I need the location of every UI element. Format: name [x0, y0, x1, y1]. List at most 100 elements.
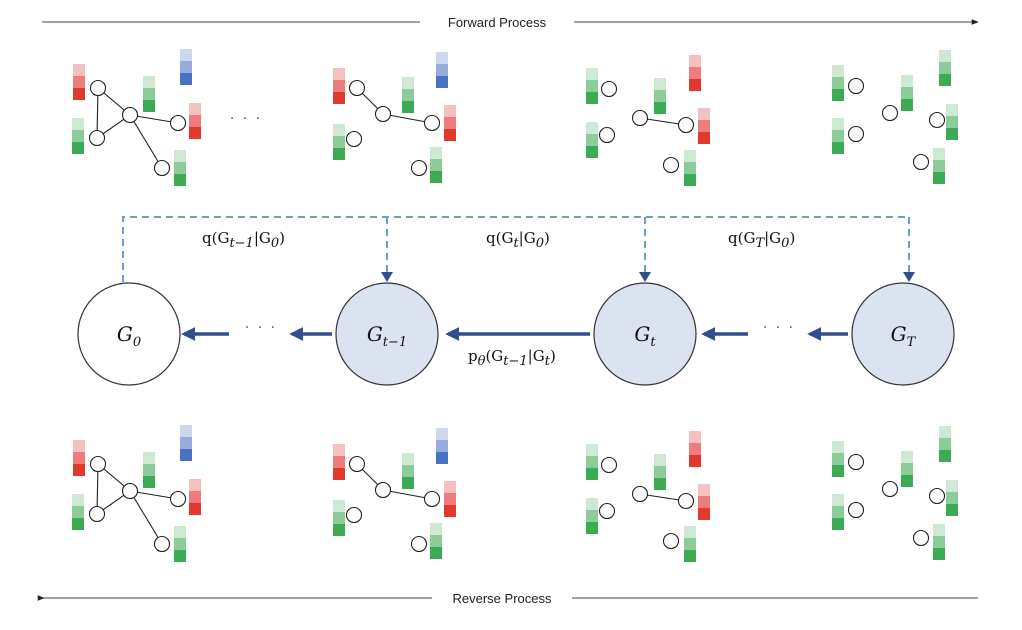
graph-forward-0 — [72, 49, 201, 186]
feature-cell — [939, 438, 951, 450]
feature-cell — [444, 481, 456, 493]
feature-cell — [946, 116, 958, 128]
feature-cell — [402, 101, 414, 113]
forward-process-line: Forward Process — [42, 15, 979, 30]
feature-cell — [933, 536, 945, 548]
graph-edge — [129, 490, 179, 500]
feature-cell — [586, 468, 598, 480]
graph-node — [928, 487, 946, 505]
feature-cell — [684, 162, 696, 174]
feature-cell — [174, 174, 186, 186]
graph-node — [928, 111, 946, 129]
feature-cell — [901, 451, 913, 463]
feature-cell — [832, 77, 844, 89]
feature-cell — [73, 76, 85, 88]
feature-cell — [333, 524, 345, 536]
feature-cell — [698, 132, 710, 144]
graph-edge — [129, 114, 163, 169]
graph-node — [348, 455, 366, 473]
graph-node — [89, 79, 107, 97]
feature-cell — [72, 518, 84, 530]
graph-forward-3 — [832, 50, 958, 184]
feature-cell — [689, 55, 701, 67]
feature-cell — [586, 444, 598, 456]
feature-cell — [73, 64, 85, 76]
feature-cell — [430, 171, 442, 183]
feature-cell — [586, 134, 598, 146]
feature-cell — [430, 547, 442, 559]
graph-node — [374, 481, 392, 499]
feature-cell — [698, 508, 710, 520]
feature-cell — [946, 104, 958, 116]
reverse-process-label: Reverse Process — [453, 591, 552, 606]
graph-node — [345, 130, 363, 148]
feature-cell — [698, 108, 710, 120]
feature-cell — [832, 118, 844, 130]
feature-cell — [72, 506, 84, 518]
graph-node — [662, 156, 680, 174]
ellipsis-reverse-left: · · · — [245, 320, 277, 336]
feature-cell — [402, 77, 414, 89]
feature-cell — [586, 510, 598, 522]
feature-cell — [586, 146, 598, 158]
feature-cell — [444, 105, 456, 117]
feature-cell — [586, 522, 598, 534]
graph-forward-1 — [333, 52, 456, 183]
graph-node — [881, 480, 899, 498]
feature-cell — [73, 440, 85, 452]
feature-cell — [143, 464, 155, 476]
feature-cell — [901, 99, 913, 111]
graph-node — [912, 153, 930, 171]
feature-cell — [684, 526, 696, 538]
graph-edge — [129, 114, 179, 124]
graph-reverse-1 — [333, 428, 456, 559]
feature-cell — [901, 463, 913, 475]
feature-cell — [143, 88, 155, 100]
feature-cell — [933, 548, 945, 560]
feature-cell — [72, 142, 84, 154]
graph-edge — [382, 113, 433, 124]
state-gt: Gt — [593, 282, 697, 386]
feature-cell — [901, 75, 913, 87]
feature-cell — [939, 450, 951, 462]
feature-cell — [689, 79, 701, 91]
feature-cell — [436, 76, 448, 88]
graph-node — [677, 116, 695, 134]
graph-node — [345, 506, 363, 524]
feature-cell — [72, 118, 84, 130]
feature-cell — [402, 453, 414, 465]
forward-process-label: Forward Process — [448, 15, 547, 30]
graph-edge — [382, 489, 433, 500]
feature-cell — [444, 129, 456, 141]
feature-cell — [430, 147, 442, 159]
label-p-theta: pθ(Gt−1|Gt) — [468, 347, 556, 369]
feature-cell — [698, 496, 710, 508]
dashed-forward-paths — [122, 216, 910, 282]
graph-node — [88, 129, 106, 147]
feature-cell — [444, 505, 456, 517]
feature-cell — [436, 428, 448, 440]
graph-node — [423, 114, 441, 132]
feature-cell — [180, 61, 192, 73]
feature-cell — [180, 449, 192, 461]
feature-cell — [684, 150, 696, 162]
graph-node — [662, 532, 680, 550]
graph-node — [631, 485, 649, 503]
graph-node — [847, 125, 865, 143]
feature-cell — [189, 115, 201, 127]
feature-cell — [933, 160, 945, 172]
feature-cell — [174, 550, 186, 562]
graph-node — [598, 126, 616, 144]
feature-cell — [333, 92, 345, 104]
graph-node — [677, 492, 695, 510]
feature-cell — [430, 535, 442, 547]
feature-cell — [333, 80, 345, 92]
feature-cell — [939, 426, 951, 438]
arrowhead-gt1 — [381, 272, 393, 282]
feature-cell — [333, 124, 345, 136]
graph-node — [410, 535, 428, 553]
feature-cell — [946, 492, 958, 504]
feature-cell — [654, 466, 666, 478]
feature-cell — [946, 504, 958, 516]
feature-cell — [430, 523, 442, 535]
